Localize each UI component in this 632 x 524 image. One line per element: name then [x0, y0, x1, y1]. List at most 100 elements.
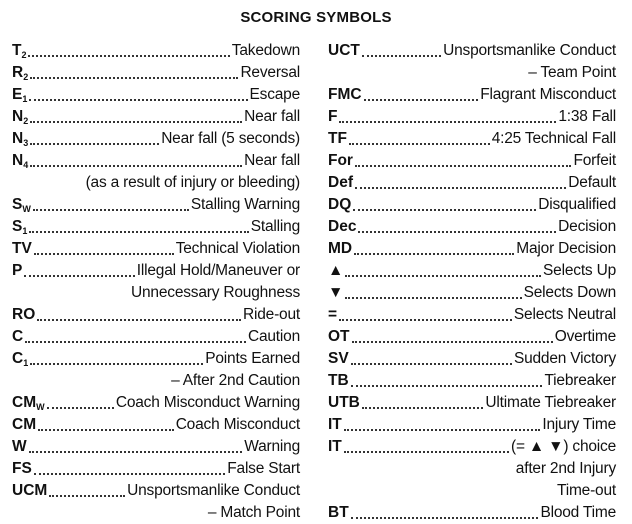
- symbol-code-text: R: [12, 64, 24, 81]
- symbol-entry: UTB Ultimate Tiebreaker: [328, 392, 616, 414]
- symbol-code-text: T: [12, 42, 22, 59]
- dot-leader: [32, 208, 189, 211]
- symbol-subscript: W: [22, 204, 31, 214]
- symbol-code-text: TV: [12, 240, 32, 257]
- symbol-code: FMC: [328, 84, 362, 106]
- dot-leader: [348, 142, 490, 145]
- dot-leader: [363, 98, 479, 101]
- symbol-code: CM: [12, 414, 36, 436]
- symbol-entry: TV Technical Violation: [12, 238, 300, 260]
- dot-leader: [350, 384, 543, 387]
- symbol-code: IT: [328, 414, 342, 436]
- symbol-code-text: F: [328, 108, 338, 125]
- symbol-description: Coach Misconduct Warning: [115, 394, 300, 411]
- symbol-code-text: DQ: [328, 196, 352, 213]
- symbol-code: RO: [12, 304, 35, 326]
- symbol-entry: SV Sudden Victory: [328, 348, 616, 370]
- symbol-description: Ultimate Tiebreaker: [485, 394, 616, 411]
- symbol-code-text: =: [328, 306, 338, 323]
- dot-leader: [33, 472, 226, 475]
- symbol-code: T2: [12, 40, 26, 62]
- symbol-entry: W Warning: [12, 436, 300, 458]
- symbol-code-text: CM: [12, 394, 37, 411]
- symbol-code: F: [328, 106, 337, 128]
- symbol-code-text: ▼: [328, 284, 344, 301]
- symbol-entry: C1 Points Earned: [12, 348, 300, 370]
- dot-leader: [345, 296, 522, 299]
- dot-leader: [353, 208, 537, 211]
- symbol-code: CMW: [12, 392, 45, 414]
- dot-leader: [29, 230, 249, 233]
- symbol-description: Tiebreaker: [544, 372, 616, 389]
- symbol-subscript: 2: [21, 50, 27, 60]
- symbol-description: Injury Time: [542, 416, 616, 433]
- dot-leader: [28, 450, 243, 453]
- symbol-code-text: IT: [328, 438, 342, 455]
- symbol-code-text: W: [12, 438, 27, 455]
- symbol-code: Dec: [328, 216, 356, 238]
- symbol-code: ▼: [328, 282, 343, 304]
- symbol-code-text: S: [12, 218, 23, 235]
- symbol-code: W: [12, 436, 27, 458]
- symbol-description: Reversal: [240, 64, 300, 81]
- dot-leader: [345, 274, 542, 277]
- dot-leader: [29, 98, 248, 101]
- symbol-description: Unsportsmanlike Conduct: [127, 482, 300, 499]
- symbol-code-text: P: [12, 262, 23, 279]
- symbol-entry: MD Major Decision: [328, 238, 616, 260]
- symbol-description: Disqualified: [538, 196, 616, 213]
- symbol-entry: FMC Flagrant Misconduct: [328, 84, 616, 106]
- symbol-entry: RO Ride-out: [12, 304, 300, 326]
- symbol-code: SW: [12, 194, 31, 216]
- symbol-code-text: S: [12, 196, 23, 213]
- dot-leader: [28, 54, 230, 57]
- symbol-code: E1: [12, 84, 27, 106]
- symbol-code-text: C: [12, 350, 24, 367]
- symbol-code-text: N: [12, 130, 24, 147]
- symbol-entry: For Forfeit: [328, 150, 616, 172]
- symbol-code-text: Dec: [328, 218, 357, 235]
- symbol-code: FS: [12, 458, 32, 480]
- symbol-code-text: OT: [328, 328, 350, 345]
- symbol-description: Selects Down: [523, 284, 617, 301]
- dot-leader: [350, 362, 512, 365]
- symbol-entry: R2 Reversal: [12, 62, 300, 84]
- entry-continuation: – After 2nd Caution: [171, 372, 300, 389]
- entry-continuation: after 2nd Injury: [515, 460, 616, 477]
- dot-leader: [351, 340, 553, 343]
- symbol-description: Selects Up: [543, 262, 616, 279]
- symbol-code-text: TF: [328, 130, 347, 147]
- symbol-code-text: FS: [12, 460, 32, 477]
- dot-leader: [30, 142, 160, 145]
- symbol-description: Escape: [249, 86, 301, 103]
- symbol-entry: C Caution: [12, 326, 300, 348]
- symbol-code: R2: [12, 62, 28, 84]
- dot-leader: [37, 318, 241, 321]
- symbol-description: Forfeit: [573, 152, 616, 169]
- symbol-code: UCM: [12, 480, 47, 502]
- symbol-code-text: Def: [328, 174, 353, 191]
- symbol-description: Near fall: [244, 152, 300, 169]
- symbol-code: ▲: [328, 260, 343, 282]
- symbol-subscript: 1: [23, 358, 29, 368]
- dot-leader: [339, 120, 557, 123]
- symbol-code: P: [12, 260, 22, 282]
- symbol-entry: TF 4:25 Technical Fall: [328, 128, 616, 150]
- symbol-code: DQ: [328, 194, 351, 216]
- symbol-entry: = Selects Neutral: [328, 304, 616, 326]
- symbol-description: Near fall (5 seconds): [161, 130, 300, 147]
- dot-leader: [358, 230, 557, 233]
- entry-continuation: Unnecessary Roughness: [131, 284, 300, 301]
- symbol-code-text: CM: [12, 416, 37, 433]
- dot-leader: [354, 186, 567, 189]
- dot-leader: [343, 450, 510, 453]
- symbol-code-text: ▲: [328, 262, 344, 279]
- symbol-entry: Dec Decision: [328, 216, 616, 238]
- symbol-entry: CM Coach Misconduct: [12, 414, 300, 436]
- symbol-description: Major Decision: [516, 240, 616, 257]
- symbol-code-text: IT: [328, 416, 342, 433]
- entry-continuation: (as a result of injury or bleeding): [85, 174, 301, 191]
- dot-leader: [339, 318, 512, 321]
- symbol-entry: T2 Takedown: [12, 40, 300, 62]
